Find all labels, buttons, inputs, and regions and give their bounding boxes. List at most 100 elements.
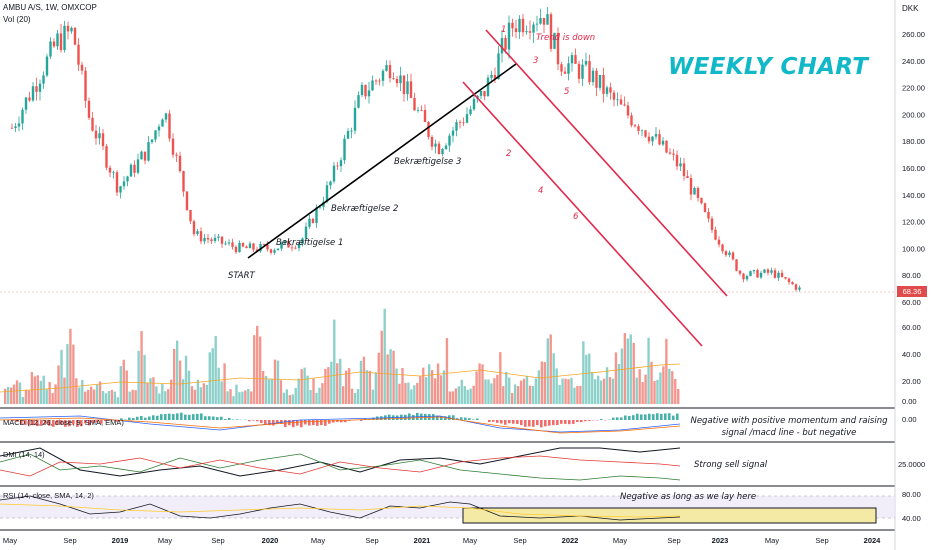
- time-axis-tick: Sep: [365, 536, 378, 545]
- candle-body: [469, 109, 472, 115]
- macd-histogram-bar: [644, 414, 647, 420]
- macd-histogram-bar: [68, 420, 71, 427]
- candle-body: [94, 130, 98, 139]
- candle-body: [101, 133, 105, 147]
- candle-body: [700, 197, 703, 204]
- candle-body: [735, 259, 738, 271]
- volume-bar: [57, 365, 60, 404]
- candle-body: [224, 243, 227, 245]
- candle-body: [714, 229, 717, 240]
- candle-body: [45, 56, 49, 76]
- volume-bar: [134, 390, 137, 404]
- candle-body: [773, 270, 777, 278]
- volume-bar: [54, 384, 57, 404]
- candle-body: [17, 123, 21, 127]
- volume-bar: [297, 378, 300, 404]
- candle-body: [395, 78, 399, 84]
- wave-label-5: 5: [564, 87, 570, 97]
- volume-bar: [353, 393, 357, 404]
- volume-bar: [656, 379, 659, 404]
- volume-bar: [356, 389, 360, 404]
- candle-body: [738, 270, 742, 274]
- volume-indicator-label: Vol (20): [3, 15, 31, 24]
- candle-body: [682, 163, 686, 177]
- candle-body: [259, 244, 262, 252]
- candle-body: [448, 135, 451, 146]
- volume-bar: [576, 386, 579, 404]
- volume-bar: [617, 363, 621, 404]
- volume-bar: [104, 393, 108, 404]
- volume-bar: [24, 389, 28, 404]
- candle-body: [374, 80, 378, 82]
- candle-body: [528, 31, 532, 33]
- candle-body: [311, 218, 315, 223]
- candle-body: [724, 251, 728, 256]
- macd-histogram-bar: [504, 420, 507, 425]
- macd-histogram-bar: [168, 413, 171, 420]
- macd-histogram-bar: [540, 420, 543, 428]
- candle-body: [262, 244, 266, 245]
- volume-bar: [599, 380, 603, 404]
- macd-histogram-bar: [156, 415, 159, 420]
- volume-bar: [579, 385, 582, 404]
- macd-histogram-bar: [72, 420, 75, 425]
- candle-body: [378, 80, 381, 82]
- candle-body: [269, 249, 273, 253]
- volume-bar: [457, 386, 460, 404]
- candle-body: [353, 107, 357, 131]
- volume-bar: [582, 341, 585, 404]
- candle-body: [108, 167, 112, 173]
- volume-bar: [472, 385, 475, 404]
- candle-body: [532, 24, 535, 33]
- volume-bar: [175, 340, 179, 404]
- macd-histogram-bar: [248, 420, 251, 422]
- volume-bar: [460, 379, 463, 404]
- volume-bar: [87, 389, 90, 404]
- di-plus-line: [0, 453, 681, 481]
- volume-bar: [342, 386, 345, 404]
- macd-histogram-bar: [584, 420, 587, 422]
- macd-histogram-bar: [308, 420, 311, 426]
- candle-body: [616, 99, 619, 101]
- candle-body: [388, 65, 392, 79]
- volume-bar: [389, 349, 392, 404]
- dmi-axis-tick: 25.0000: [898, 460, 925, 469]
- volume-bar: [229, 389, 232, 404]
- macd-histogram-bar: [312, 420, 315, 426]
- macd-histogram-bar: [668, 413, 671, 420]
- candle-body: [91, 117, 94, 131]
- volume-bar: [433, 378, 437, 404]
- candle-body: [371, 80, 374, 91]
- candle-body: [241, 242, 245, 247]
- volume-bar: [21, 396, 25, 404]
- volume-bar: [270, 378, 274, 404]
- macd-histogram-bar: [204, 416, 207, 420]
- candle-body: [717, 239, 721, 245]
- candle-body: [766, 269, 770, 273]
- candle-body: [693, 187, 696, 195]
- volume-bar: [267, 379, 271, 404]
- volume-bar: [537, 370, 541, 404]
- macd-histogram-bar: [300, 420, 303, 428]
- volume-bar: [81, 379, 84, 404]
- candle-body: [290, 247, 294, 249]
- volume-bar: [235, 384, 238, 404]
- rsi-label: RSI (14, close, SMA, 14, 2): [3, 491, 94, 500]
- macd-histogram-bar: [620, 417, 623, 420]
- candle-body: [112, 172, 115, 174]
- candle-body: [84, 70, 87, 101]
- volume-bar: [170, 379, 173, 404]
- trend-channel-lower: [462, 81, 703, 347]
- macd-signal-line: [0, 416, 681, 434]
- axes: 260.00240.00220.00200.00180.00160.00140.…: [3, 30, 925, 545]
- candle-body: [308, 218, 311, 227]
- candle-body: [87, 100, 91, 118]
- volume-bar: [6, 386, 10, 404]
- candle-body: [563, 71, 567, 74]
- volume-axis-tick: 20.00: [902, 377, 921, 386]
- candle-body: [784, 277, 787, 279]
- candle-body: [598, 74, 602, 88]
- macd-histogram-bar: [64, 420, 67, 427]
- volume-bar: [519, 380, 523, 404]
- macd-histogram-bar: [184, 414, 187, 420]
